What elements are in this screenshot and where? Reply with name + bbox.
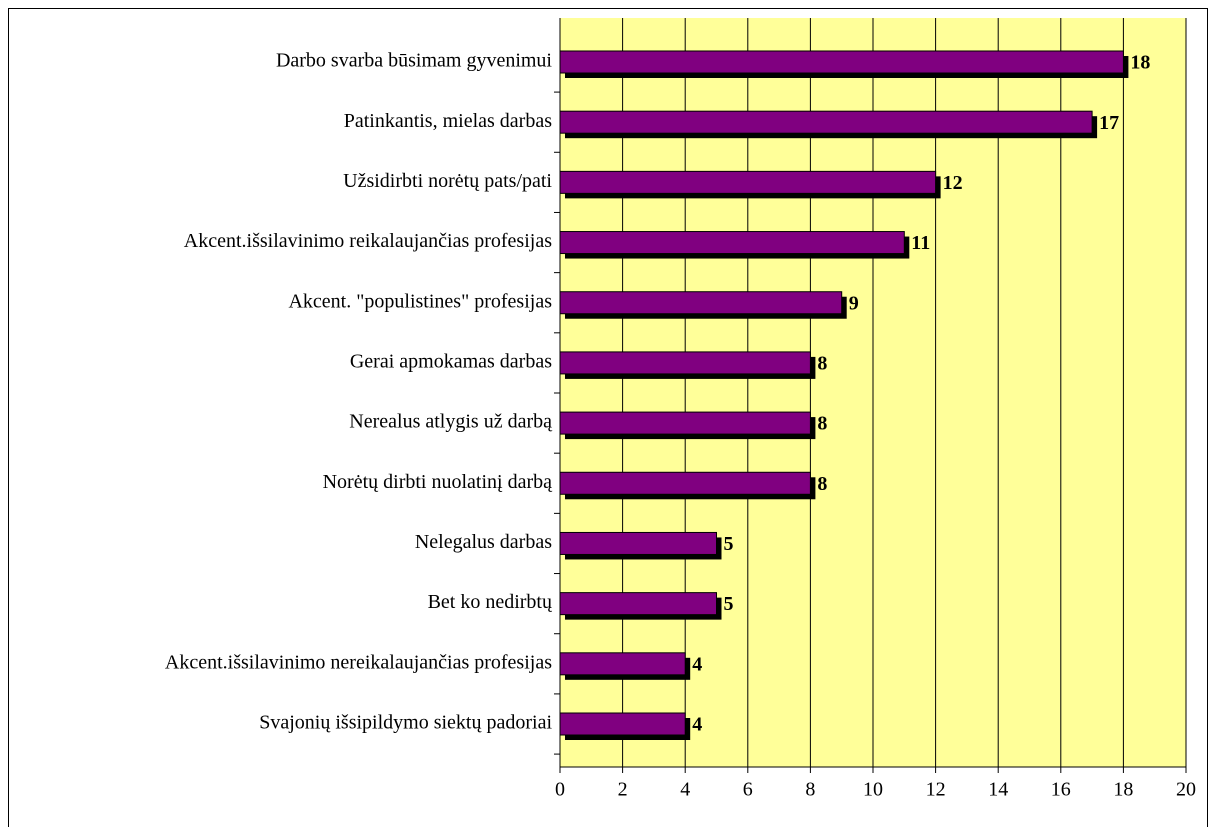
y-tick-label: Akcent. "populistines" profesijas bbox=[288, 290, 552, 312]
value-label: 8 bbox=[817, 353, 827, 375]
x-tick-label: 14 bbox=[988, 779, 1008, 801]
y-tick-label: Patinkantis, mielas darbas bbox=[344, 110, 553, 132]
y-tick-label: Gerai apmokamas darbas bbox=[350, 351, 552, 373]
value-label: 8 bbox=[817, 473, 827, 495]
x-tick-label: 4 bbox=[680, 779, 690, 801]
value-label: 5 bbox=[724, 593, 734, 615]
bar bbox=[559, 712, 686, 736]
y-tick-label: Svajonių išsipildymo siektų padoriai bbox=[259, 712, 552, 734]
bar bbox=[559, 411, 811, 435]
x-tick-label: 20 bbox=[1176, 779, 1196, 801]
value-label: 17 bbox=[1099, 112, 1119, 134]
y-tick-label: Akcent.išsilavinimo reikalaujančias prof… bbox=[184, 230, 552, 252]
value-label: 4 bbox=[692, 653, 702, 675]
bar bbox=[559, 652, 686, 676]
x-tick-label: 16 bbox=[1051, 779, 1071, 801]
y-tick-label: Bet ko nedirbtų bbox=[428, 591, 553, 613]
value-label: 11 bbox=[911, 232, 930, 254]
bar bbox=[559, 231, 905, 255]
y-tick-label: Norėtų dirbti nuolatinį darbą bbox=[323, 471, 554, 493]
x-tick-label: 18 bbox=[1113, 779, 1133, 801]
value-label: 8 bbox=[817, 413, 827, 435]
x-tick-label: 8 bbox=[805, 779, 815, 801]
bar bbox=[559, 50, 1124, 74]
y-tick-label: Nelegalus darbas bbox=[415, 531, 552, 553]
x-tick-label: 0 bbox=[555, 779, 565, 801]
bar bbox=[559, 531, 717, 555]
value-label: 12 bbox=[943, 172, 963, 194]
y-tick-label: Nerealus atlygis už darbą bbox=[349, 411, 553, 433]
value-label: 9 bbox=[849, 292, 859, 314]
y-tick-label: Užsidirbti norėtų pats/pati bbox=[343, 170, 552, 192]
bar bbox=[559, 592, 717, 616]
value-label: 18 bbox=[1130, 52, 1150, 74]
bar bbox=[559, 471, 811, 495]
y-tick-label: Akcent.išsilavinimo nereikalaujančias pr… bbox=[165, 651, 552, 673]
bar bbox=[559, 351, 811, 375]
bar bbox=[559, 110, 1093, 134]
bar bbox=[559, 291, 843, 315]
x-tick-label: 12 bbox=[926, 779, 946, 801]
value-label: 5 bbox=[724, 533, 734, 555]
x-tick-label: 10 bbox=[863, 779, 883, 801]
bar bbox=[559, 170, 937, 194]
x-tick-label: 6 bbox=[743, 779, 753, 801]
y-tick-label: Darbo svarba būsimam gyvenimui bbox=[276, 50, 552, 72]
value-label: 4 bbox=[692, 714, 702, 736]
x-tick-label: 2 bbox=[618, 779, 628, 801]
